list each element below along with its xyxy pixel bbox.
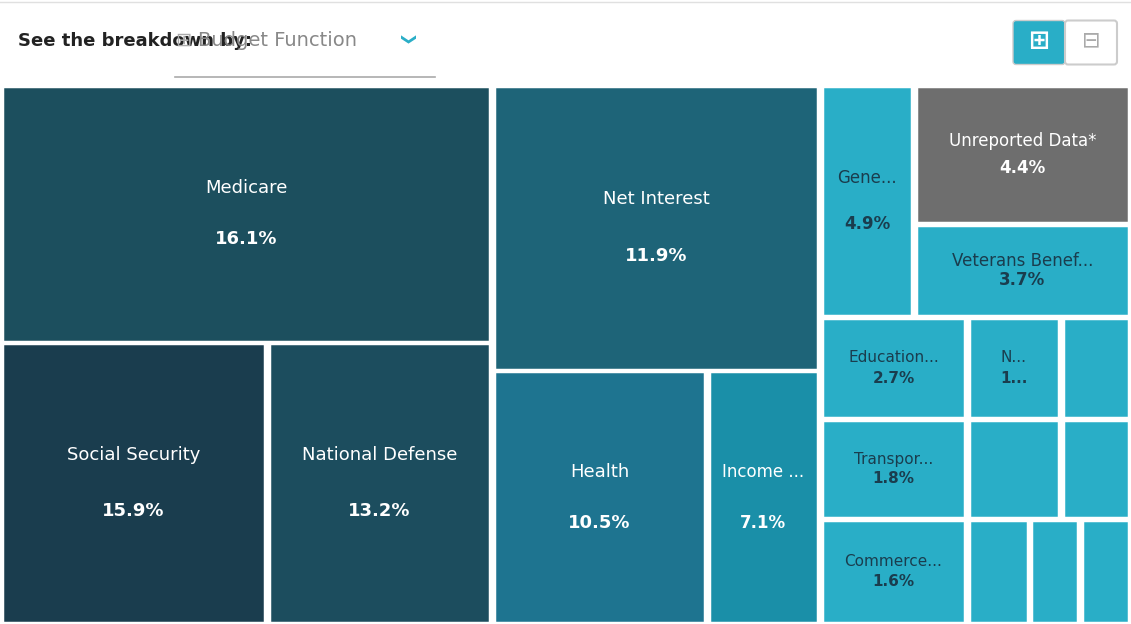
Text: ⊞: ⊞	[1028, 29, 1050, 53]
Text: N...: N...	[1001, 351, 1027, 366]
Bar	[968, 318, 1059, 418]
Text: Education...: Education...	[848, 351, 939, 366]
Text: Net Interest: Net Interest	[603, 190, 709, 208]
Bar	[1081, 520, 1129, 623]
Text: ❯: ❯	[398, 34, 413, 47]
Bar	[493, 371, 705, 623]
Text: 1...: 1...	[1000, 371, 1028, 386]
Bar	[1031, 520, 1078, 623]
Text: Budget Function: Budget Function	[198, 31, 357, 51]
Bar	[915, 86, 1129, 223]
Text: ⊟: ⊟	[1081, 31, 1100, 51]
Bar	[821, 86, 912, 316]
Text: Health: Health	[570, 463, 629, 481]
Text: 1.6%: 1.6%	[872, 574, 915, 589]
Bar	[1062, 420, 1129, 518]
Text: Unreported Data*: Unreported Data*	[949, 132, 1096, 150]
Bar	[968, 420, 1059, 518]
Text: Transpor...: Transpor...	[854, 452, 933, 467]
Text: Social Security: Social Security	[67, 446, 200, 464]
Bar	[493, 86, 818, 370]
Text: 13.2%: 13.2%	[348, 502, 411, 520]
Text: Income ...: Income ...	[723, 463, 804, 481]
Text: ⊞: ⊞	[175, 31, 191, 49]
Text: 15.9%: 15.9%	[102, 502, 165, 520]
Text: Veterans Benef...: Veterans Benef...	[951, 252, 1093, 270]
Bar	[915, 225, 1129, 316]
Text: 4.4%: 4.4%	[1000, 159, 1045, 177]
Text: Commerce...: Commerce...	[845, 553, 942, 568]
Text: 16.1%: 16.1%	[215, 230, 277, 248]
Text: See the breakdown by:: See the breakdown by:	[18, 32, 252, 50]
Text: 2.7%: 2.7%	[872, 371, 915, 386]
Text: Gene...: Gene...	[837, 169, 897, 187]
Text: 10.5%: 10.5%	[568, 514, 631, 532]
Text: 11.9%: 11.9%	[624, 247, 688, 265]
Text: National Defense: National Defense	[302, 446, 457, 464]
Text: 1.8%: 1.8%	[872, 471, 915, 486]
Bar	[708, 371, 818, 623]
Bar	[821, 420, 965, 518]
Bar	[968, 520, 1027, 623]
Bar	[1062, 318, 1129, 418]
FancyBboxPatch shape	[1013, 21, 1065, 64]
Bar	[821, 318, 965, 418]
Bar	[821, 520, 965, 623]
Text: 7.1%: 7.1%	[741, 514, 786, 532]
Text: 4.9%: 4.9%	[844, 215, 890, 233]
FancyBboxPatch shape	[1065, 21, 1117, 64]
Text: 3.7%: 3.7%	[1000, 271, 1045, 288]
Text: Medicare: Medicare	[205, 179, 287, 197]
Bar	[269, 343, 491, 623]
Bar	[2, 86, 491, 342]
Bar	[2, 343, 265, 623]
